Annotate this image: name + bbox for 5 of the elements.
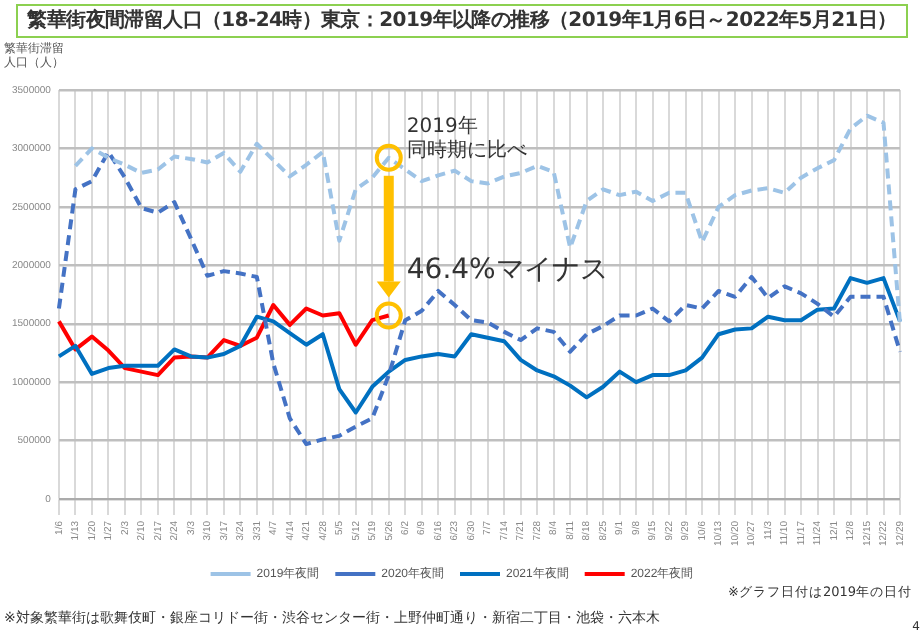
annotation: 46.4%マイナス (406, 254, 608, 287)
annotation: 同時期に比べ (406, 140, 527, 163)
annotation: 2019年 (406, 116, 478, 139)
line-series (73, 113, 902, 326)
chart-title: 繁華街夜間滞留人口（18-24時）東京：2019年以降の推移（2019年1月6日～2022年5月21日） (16, 4, 908, 38)
